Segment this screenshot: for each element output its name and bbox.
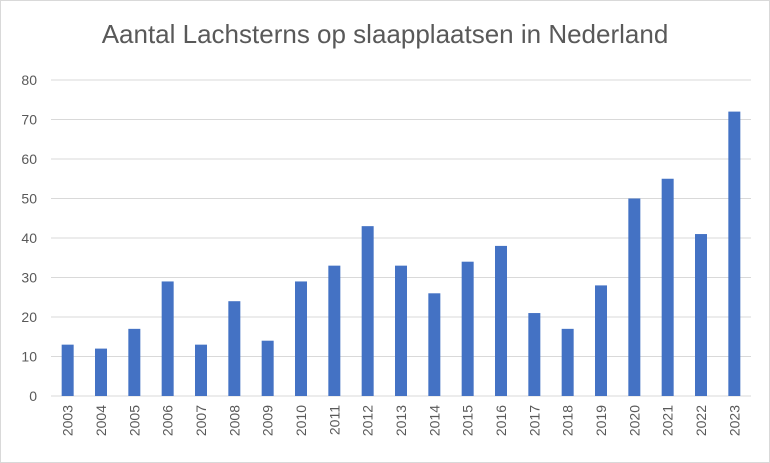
bar-2012 bbox=[361, 226, 374, 396]
bars bbox=[61, 111, 741, 396]
x-tick-label: 2012 bbox=[360, 405, 376, 436]
y-tick-label: 50 bbox=[21, 191, 37, 207]
bar-2015 bbox=[461, 261, 474, 396]
bar-2006 bbox=[161, 281, 174, 396]
y-tick-label: 30 bbox=[21, 270, 37, 286]
bar-2011 bbox=[328, 265, 341, 396]
bar-2005 bbox=[128, 328, 141, 396]
x-tick-label: 2023 bbox=[726, 405, 742, 436]
bar-2010 bbox=[295, 281, 307, 396]
bar-2021 bbox=[661, 178, 674, 396]
y-tick-label: 20 bbox=[21, 309, 37, 325]
bar-2014 bbox=[428, 293, 441, 396]
x-tick-label: 2022 bbox=[693, 405, 709, 436]
x-tick-label: 2009 bbox=[260, 405, 276, 436]
bar-2019 bbox=[595, 285, 607, 396]
bar-2020 bbox=[628, 198, 641, 396]
x-tick-label: 2011 bbox=[326, 405, 342, 435]
bar-2004 bbox=[95, 348, 107, 396]
y-tick-label: 0 bbox=[29, 388, 37, 404]
y-tick-label: 10 bbox=[21, 349, 37, 365]
y-tick-label: 40 bbox=[21, 230, 37, 246]
x-tick-label: 2020 bbox=[626, 405, 642, 436]
bar-2023 bbox=[728, 111, 741, 396]
chart-title: Aantal Lachsterns op slaapplaatsen in Ne… bbox=[101, 19, 669, 49]
x-tick-label: 2004 bbox=[93, 405, 109, 436]
bar-2017 bbox=[528, 313, 541, 396]
x-tick-label: 2021 bbox=[660, 405, 676, 436]
bar-2008 bbox=[228, 301, 241, 396]
y-tick-label: 80 bbox=[21, 72, 37, 88]
bar-2016 bbox=[495, 245, 507, 396]
x-tick-label: 2013 bbox=[393, 405, 409, 436]
x-tick-label: 2003 bbox=[60, 405, 76, 436]
bar-2003 bbox=[61, 344, 74, 396]
bar-2018 bbox=[561, 328, 574, 396]
x-tick-label: 2010 bbox=[293, 405, 309, 436]
bar-2013 bbox=[395, 265, 407, 396]
x-tick-label: 2019 bbox=[593, 405, 609, 436]
x-tick-label: 2017 bbox=[526, 405, 542, 436]
bar-2022 bbox=[695, 234, 707, 396]
y-tick-label: 60 bbox=[21, 151, 37, 167]
x-tick-label: 2007 bbox=[193, 405, 209, 436]
x-tick-label: 2014 bbox=[426, 405, 442, 436]
x-tick-label: 2008 bbox=[226, 405, 242, 436]
x-tick-label: 2006 bbox=[160, 405, 176, 436]
x-tick-label: 2016 bbox=[493, 405, 509, 436]
y-axis-ticks: 0 10 20 30 40 50 60 70 80 bbox=[21, 72, 37, 404]
x-tick-label: 2015 bbox=[460, 405, 476, 436]
x-tick-label: 2005 bbox=[126, 405, 142, 436]
x-axis-ticks: 2003 2004 2005 2006 2007 2008 2009 2010 2011 2012… bbox=[60, 405, 743, 436]
y-tick-label: 70 bbox=[21, 112, 37, 128]
bar-2007 bbox=[195, 344, 207, 396]
x-tick-label: 2018 bbox=[560, 405, 576, 436]
bar-2009 bbox=[261, 340, 274, 396]
